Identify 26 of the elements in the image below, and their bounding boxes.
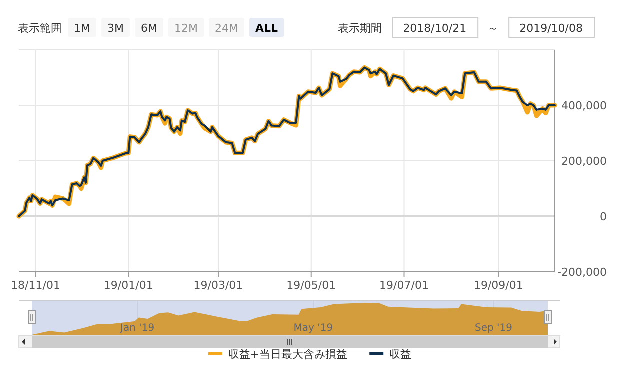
x-tick-label: May '19 [294, 323, 334, 334]
y-tick-label: 400,000 [562, 100, 607, 112]
x-tick-label: 19/05/01 [286, 279, 336, 292]
text: 6M [141, 22, 158, 35]
x-tick-label: 18/11/01 [11, 279, 60, 292]
x-tick-label: 19/09/01 [474, 279, 524, 292]
legend-label: 収益 [390, 348, 412, 361]
x-tick-label: 19/03/01 [194, 279, 244, 292]
text: ～ [488, 22, 499, 35]
text: ALL [256, 22, 278, 35]
text: 2018/10/21 [403, 22, 467, 35]
y-tick-label: -200,000 [558, 266, 607, 279]
text: 表示期間 [338, 22, 382, 35]
text: 12M [174, 22, 198, 35]
y-tick-label: 200,000 [562, 155, 607, 168]
legend-label: 収益+当日最大含み損益 [228, 348, 348, 361]
x-tick-label: 19/01/01 [104, 279, 154, 292]
text: 1M [74, 22, 90, 35]
x-tick-label: Sep '19 [475, 323, 513, 334]
text: 3M [108, 22, 124, 35]
y-tick-label: 0 [600, 210, 607, 224]
text: 表示範囲 [18, 22, 62, 35]
x-tick-label: 19/07/01 [380, 279, 429, 292]
x-tick-label: Jan '19 [120, 323, 155, 334]
text: 2019/10/08 [520, 22, 583, 35]
text: 24M [215, 22, 238, 35]
